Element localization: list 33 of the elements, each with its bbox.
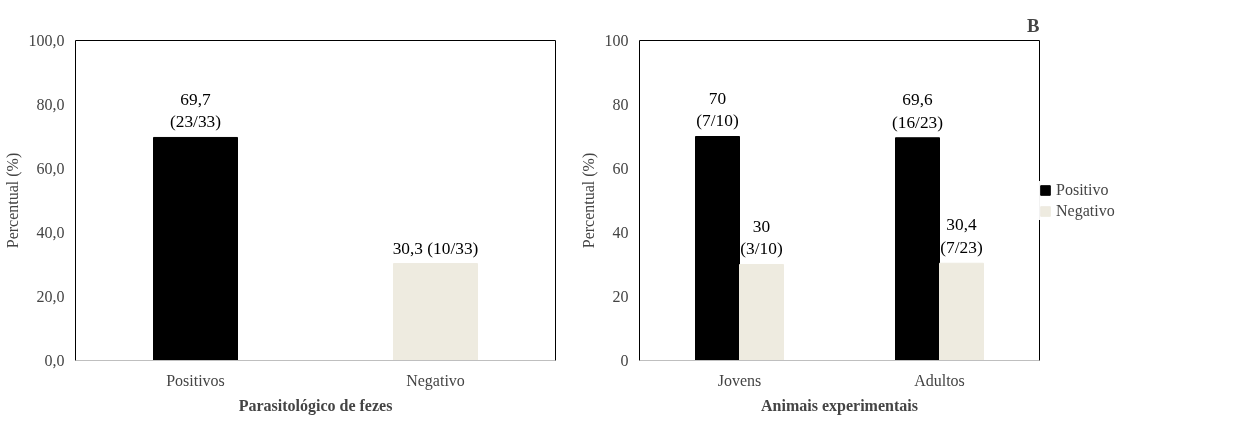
y-tick-label: 60	[612, 160, 629, 177]
data-label: 30 (3/10)	[740, 216, 783, 259]
y-tick-label: 0	[620, 352, 629, 369]
x-tick-label: Jovens	[717, 371, 762, 389]
bar	[739, 264, 784, 361]
text: B	[1027, 14, 1040, 36]
y-tick-label: 100,0	[28, 32, 65, 49]
legend-label: Negativo	[1056, 202, 1115, 220]
legend-label: Positivo	[1056, 181, 1109, 199]
x-tick-label: Positivos	[166, 371, 225, 389]
y-tick-label: 20,0	[36, 288, 65, 305]
bar	[895, 137, 940, 361]
y-tick-label: 80	[612, 96, 629, 113]
x-axis-title: Animais experimentais	[761, 396, 918, 415]
y-tick-label: 40,0	[36, 224, 65, 241]
data-label: 69,7 (23/33)	[169, 89, 222, 132]
data-label: 30,4 (7/23)	[940, 215, 983, 258]
y-tick-label: 20	[612, 288, 629, 305]
y-axis-title: Percentual (%)	[579, 152, 598, 249]
bar	[695, 136, 740, 361]
data-label: 70 (7/10)	[696, 88, 739, 131]
data-label: 30,3 (10/33)	[392, 238, 479, 258]
y-axis-title: Percentual (%)	[3, 152, 22, 249]
y-tick-label: 80,0	[36, 96, 65, 113]
data-label: 69,6 (16/23)	[891, 89, 944, 132]
x-tick-label: Negativo	[406, 371, 465, 390]
x-tick-label: Adultos	[914, 371, 965, 389]
x-axis-title: Parasitológico de fezes	[238, 396, 393, 415]
y-tick-label: 0,0	[44, 352, 65, 369]
bar	[939, 262, 984, 361]
y-tick-label: 60,0	[36, 160, 65, 177]
y-tick-label: 100	[604, 32, 629, 49]
y-tick-label: 40	[612, 224, 629, 241]
